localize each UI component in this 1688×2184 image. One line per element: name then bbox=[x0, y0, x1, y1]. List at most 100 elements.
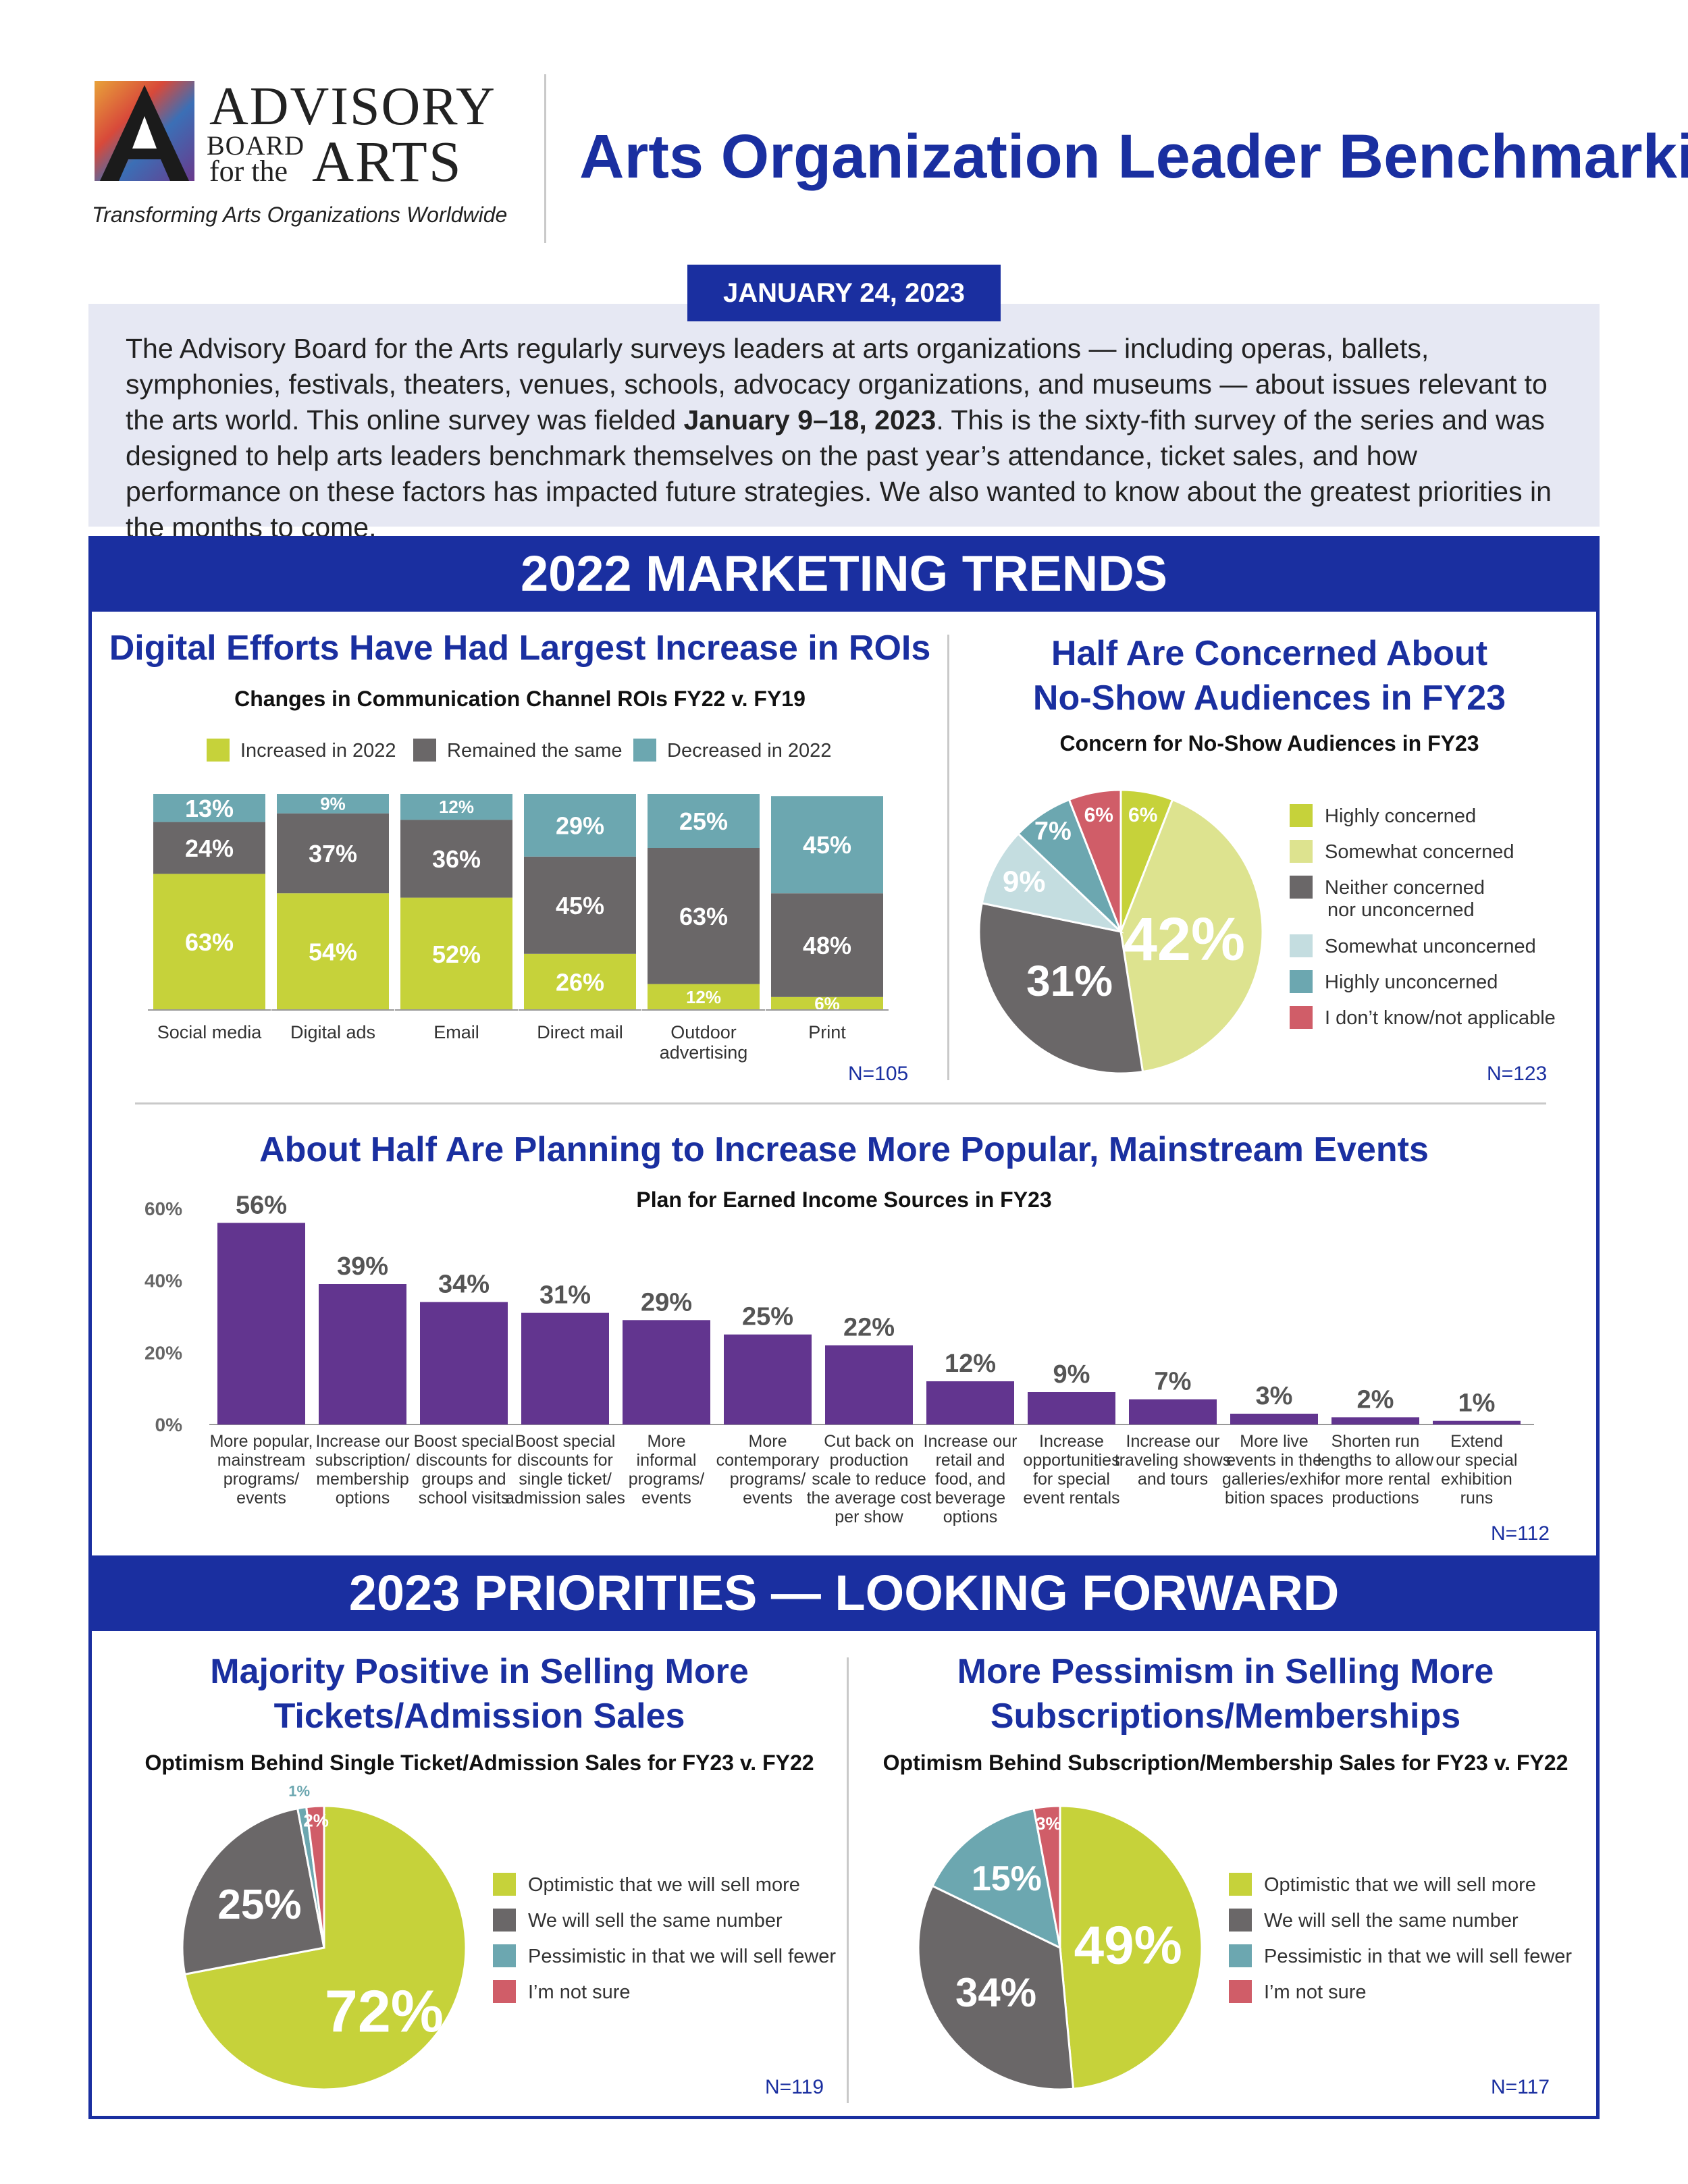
roi-bar-label-5-1: 48% bbox=[803, 932, 851, 959]
section-banner-priorities: 2023 PRIORITIES — LOOKING FORWARD bbox=[88, 1555, 1600, 1631]
intro-text-part2: . This is the sixty-fith survey of the s… bbox=[126, 404, 1552, 543]
earned-category-label-9: Increase our bbox=[1126, 1432, 1220, 1451]
earned-category-label-6: scale to reduce bbox=[812, 1470, 926, 1489]
earned-category-label-10: bition spaces bbox=[1225, 1489, 1323, 1508]
roi-bar-3-1 bbox=[524, 856, 636, 954]
earned-category-label-7: Increase our bbox=[924, 1432, 1018, 1451]
roi-bar-2-1 bbox=[400, 820, 512, 898]
logo-text-advisory: ADVISORY bbox=[209, 77, 496, 136]
noshow-chart-title-line2: No-Show Audiences in FY23 bbox=[1032, 678, 1506, 718]
roi-bar-3-2 bbox=[524, 794, 636, 857]
earned-category-label-4: events bbox=[641, 1489, 691, 1508]
earned-category-label-11: Shorten run bbox=[1331, 1432, 1420, 1451]
roi-legend-swatch-decreased bbox=[633, 739, 656, 762]
roi-chart-subtitle: Changes in Communication Channel ROIs FY… bbox=[234, 687, 806, 711]
subs-legend-optimistic: Optimistic that we will sell more bbox=[1264, 1874, 1536, 1896]
section-divider-vertical bbox=[947, 635, 949, 1080]
earned-value-label-3: 31% bbox=[539, 1281, 591, 1310]
earned-category-label-11: lengths to allow bbox=[1317, 1451, 1434, 1470]
earned-category-label-12: exhibition bbox=[1441, 1470, 1512, 1489]
earned-category-label-0: More popular, bbox=[210, 1432, 313, 1451]
tickets-chart-title: Majority Positive in Selling More Ticket… bbox=[108, 1649, 851, 1738]
roi-bar-0-2 bbox=[153, 794, 265, 822]
earned-category-label-3: Boost special bbox=[515, 1432, 616, 1451]
roi-chart: 63% 24% 13% Social media 54% 37% 9% Digital ads… bbox=[148, 793, 889, 1063]
tickets-legend-not-sure: I’m not sure bbox=[528, 1981, 631, 2003]
earned-category-label-1: Increase our bbox=[316, 1432, 410, 1451]
subs-legend-not-sure: I’m not sure bbox=[1264, 1981, 1367, 2003]
roi-bar-2-2 bbox=[400, 794, 512, 820]
date-badge: JANUARY 24, 2023 bbox=[687, 265, 1001, 321]
roi-bar-label-0-0: 63% bbox=[185, 928, 234, 956]
earned-bar-11 bbox=[1331, 1417, 1419, 1424]
tickets-chart-subtitle: Optimism Behind Single Ticket/Admission … bbox=[144, 1751, 814, 1775]
earned-category-label-8: for special bbox=[1033, 1470, 1110, 1489]
earned-value-label-1: 39% bbox=[337, 1252, 388, 1281]
earned-bar-2 bbox=[420, 1302, 508, 1424]
subs-slice-label-0: 49% bbox=[1074, 1915, 1182, 1975]
earned-value-label-4: 29% bbox=[641, 1288, 692, 1316]
earned-chart-n: N=112 bbox=[1491, 1522, 1550, 1545]
roi-legend-swatch-same bbox=[413, 739, 436, 762]
tickets-pie-chart: 72% 25% 1% 2% bbox=[181, 1782, 467, 2091]
earned-category-label-4: More bbox=[648, 1432, 686, 1451]
roi-bar-5-0 bbox=[771, 996, 883, 1010]
earned-value-label-11: 2% bbox=[1357, 1385, 1394, 1414]
logo-mark bbox=[95, 81, 194, 181]
earned-bar-8 bbox=[1028, 1392, 1115, 1424]
earned-category-label-5: contemporary bbox=[716, 1451, 820, 1470]
earned-value-label-7: 12% bbox=[945, 1350, 996, 1378]
tickets-chart-title-line1: Majority Positive in Selling More bbox=[210, 1652, 749, 1691]
earned-category-label-2: school visits bbox=[419, 1489, 510, 1508]
intro-text-dates: January 9–18, 2023 bbox=[683, 404, 937, 435]
noshow-legend-highly-unconcerned: Highly unconcerned bbox=[1325, 971, 1498, 993]
roi-bar-label-5-2: 45% bbox=[803, 831, 851, 859]
subs-legend-swatch-same bbox=[1229, 1909, 1252, 1932]
noshow-chart-title-line1: Half Are Concerned About bbox=[1051, 634, 1488, 673]
noshow-legend-neither-line2: nor unconcerned bbox=[1327, 899, 1475, 922]
earned-value-label-12: 1% bbox=[1458, 1389, 1496, 1418]
noshow-legend-highly-concerned: Highly concerned bbox=[1325, 805, 1477, 827]
roi-bar-label-3-0: 26% bbox=[556, 968, 604, 996]
roi-legend-same: Remained the same bbox=[447, 740, 623, 762]
earned-bar-chart: 0%20%40%60% 56%More popular,mainstreampro… bbox=[144, 1191, 1534, 1526]
tickets-slice-label-0: 72% bbox=[325, 1977, 444, 2044]
subs-slice-label-1: 34% bbox=[955, 1970, 1036, 2015]
roi-bar-4-1 bbox=[648, 848, 760, 984]
noshow-slice-label-5: 6% bbox=[1084, 804, 1113, 826]
earned-value-label-6: 22% bbox=[843, 1314, 895, 1342]
subs-pie-chart: 49% 34% 15% 3% bbox=[917, 1805, 1203, 2091]
roi-legend-increased: Increased in 2022 bbox=[240, 740, 396, 762]
noshow-legend-somewhat-concerned: Somewhat concerned bbox=[1325, 841, 1514, 863]
subs-legend-swatch-pessimistic bbox=[1229, 1944, 1252, 1967]
header-divider bbox=[544, 74, 546, 243]
noshow-slice-2 bbox=[978, 902, 1144, 1075]
noshow-legend-neither-line1: Neither concerned bbox=[1325, 877, 1485, 899]
roi-category-label-1: Digital ads bbox=[290, 1022, 375, 1042]
roi-bar-label-1-2: 9% bbox=[320, 793, 346, 814]
earned-category-label-11: for more rental bbox=[1321, 1470, 1431, 1489]
earned-bar-10 bbox=[1230, 1414, 1318, 1424]
noshow-legend-swatch-dont-know bbox=[1290, 1006, 1313, 1029]
subs-slice-3 bbox=[1032, 1805, 1061, 1948]
tickets-slice-0 bbox=[183, 1805, 467, 2091]
tickets-chart-n: N=119 bbox=[765, 2076, 824, 2098]
earned-value-label-8: 9% bbox=[1053, 1360, 1090, 1389]
roi-bar-3-0 bbox=[524, 953, 636, 1010]
subs-legend-swatch-optimistic bbox=[1229, 1873, 1252, 1896]
earned-category-label-6: per show bbox=[835, 1508, 903, 1526]
roi-bar-label-3-1: 45% bbox=[556, 892, 604, 920]
earned-bar-7 bbox=[926, 1381, 1014, 1424]
tickets-slice-label-3: 2% bbox=[303, 1810, 329, 1830]
earned-category-label-9: and tours bbox=[1138, 1470, 1208, 1489]
roi-chart-title: Digital Efforts Have Had Largest Increas… bbox=[109, 629, 931, 668]
roi-bar-1-0 bbox=[277, 893, 389, 1010]
roi-bar-label-3-2: 29% bbox=[556, 811, 604, 839]
page-title: Arts Organization Leader Benchmarking bbox=[579, 122, 1688, 191]
earned-category-label-3: admission sales bbox=[505, 1489, 625, 1508]
earned-category-label-10: galleries/exhi- bbox=[1222, 1470, 1326, 1489]
noshow-slice-label-0: 6% bbox=[1128, 804, 1157, 826]
tickets-slice-label-1: 25% bbox=[217, 1882, 301, 1928]
earned-category-label-12: our special bbox=[1436, 1451, 1518, 1470]
earned-category-label-7: beverage bbox=[935, 1489, 1005, 1508]
